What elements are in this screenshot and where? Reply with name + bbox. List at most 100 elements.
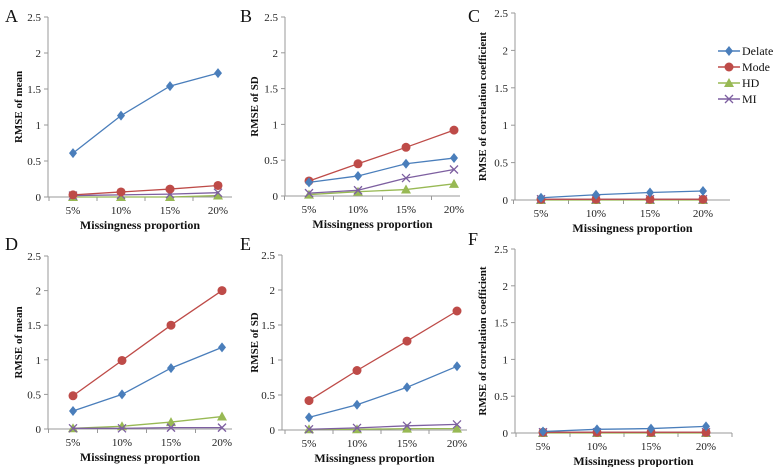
data-point [217,286,227,296]
series-line [308,423,458,430]
x-tick-label: 20% [212,437,232,449]
y-tick-label: 2.5 [494,244,508,256]
y-tick-label: 1 [36,120,42,132]
panel-b: B 0 0.5 1 1.5 2 2.5 5% 10% 15% 20% Missingness prop… [240,6,464,231]
x-tick-label: 5% [66,205,81,217]
series-delate [537,186,707,203]
y-axis-title: RMSE of SD [249,312,261,373]
series-line [72,415,223,429]
y-tick-label: 1 [36,355,42,367]
data-point [449,165,459,174]
series-mi [304,419,462,434]
series-line [72,184,219,196]
data-point [165,192,175,201]
data-point [354,170,362,181]
x-tick-label: 10% [587,441,607,453]
y-axis-title: RMSE of correlation coefficient [477,266,489,416]
data-point [539,426,547,437]
data-point [646,187,654,198]
data-point [117,110,125,121]
data-point [701,427,711,437]
data-point [645,194,655,204]
series-line [308,365,458,419]
x-tick-label: 20% [693,208,713,220]
y-tick-label: 0 [36,424,42,436]
data-point [214,68,222,79]
x-axis-title: Missingness proportion [80,450,200,464]
y-axis-title: RMSE of correlation coefficient [477,32,489,182]
series-line [540,190,704,199]
data-point [450,153,458,164]
series-delate [305,361,461,423]
x-tick-label: 5% [536,441,551,453]
series-mi [304,165,459,198]
panel-f: F 0 0.5 1 1.5 2 2.5 5% 10% 15% 20%Missingness prop… [468,229,733,467]
series-delate [69,68,222,159]
x-tick-label: 15% [160,205,180,217]
y-tick-label: 0 [273,191,279,203]
y-tick-label: 2.5 [27,12,41,24]
data-point [213,188,223,198]
y-tick-label: 1.5 [264,84,278,96]
y-tick-label: 1.5 [27,84,41,96]
y-tick-label: 0.5 [27,156,41,168]
data-point [165,184,175,194]
y-axis-title: RMSE of SD [249,76,261,137]
x-tick-label: 5% [534,208,549,220]
y-tick-label: 2 [503,45,509,57]
data-point [305,412,313,423]
y-tick-label: 0.5 [261,390,275,402]
panel-c: C 0 0.5 1 1.5 2 2.5 5% 10% 15% 20%Missingness prop… [468,6,730,235]
series-line [72,72,219,154]
data-point [353,399,361,410]
legend-item-mode: Mode [718,60,770,74]
legend: Delate Mode HD MI [718,44,773,106]
data-point [217,411,227,421]
data-point [452,419,462,429]
y-tick-label: 1.5 [261,320,275,332]
series-line [308,157,455,184]
series-line [72,192,219,197]
data-point [452,306,462,316]
x-axis-title: Missingness proportion [573,454,693,467]
x-tick-label: 20% [696,441,716,453]
data-point [402,423,412,433]
y-tick-label: 1 [273,119,279,131]
y-tick-label: 0.5 [494,391,508,403]
series-mode [68,180,223,200]
data-point [699,186,707,197]
y-tick-label: 2 [503,281,509,293]
x-tick-label: 5% [66,437,81,449]
panel-label: F [468,229,478,249]
y-tick-label: 2.5 [264,12,278,24]
y-axis-title: RMSE of mean [13,306,25,378]
data-point [117,423,127,433]
legend-label: Mode [742,60,770,74]
data-point [68,190,78,200]
y-tick-label: 1 [270,355,276,367]
y-tick-label: 1.5 [494,83,508,95]
legend-item-delate: Delate [718,44,773,58]
panel-e: E 0 0.5 1 1.5 2 2.5 5% 10% 15% 20% Missingness prop… [240,234,467,465]
y-axis-title: RMSE of mean [13,71,25,143]
y-tick-label: 2 [36,48,42,60]
data-point [166,423,176,433]
y-tick-label: 0.5 [494,158,508,170]
x-axis-title: Missingness proportion [80,218,200,232]
x-tick-label: 20% [208,205,228,217]
series-line [309,427,457,430]
x-axis-title: Missingness proportion [312,217,432,231]
data-point [167,363,175,374]
y-tick-label: 2 [270,285,276,297]
x-tick-label: 15% [397,438,417,450]
data-point [217,423,227,433]
panel-d: D 0 0.5 1 1.5 2 2.5 5% 10% 15% 20% Missingness prop… [5,234,232,464]
data-point [166,81,174,92]
series-line [542,425,707,433]
panel-label: C [468,6,480,26]
data-point [166,417,176,427]
y-tick-label: 2 [36,286,42,298]
x-tick-label: 15% [640,208,660,220]
panel-label: B [240,6,252,26]
